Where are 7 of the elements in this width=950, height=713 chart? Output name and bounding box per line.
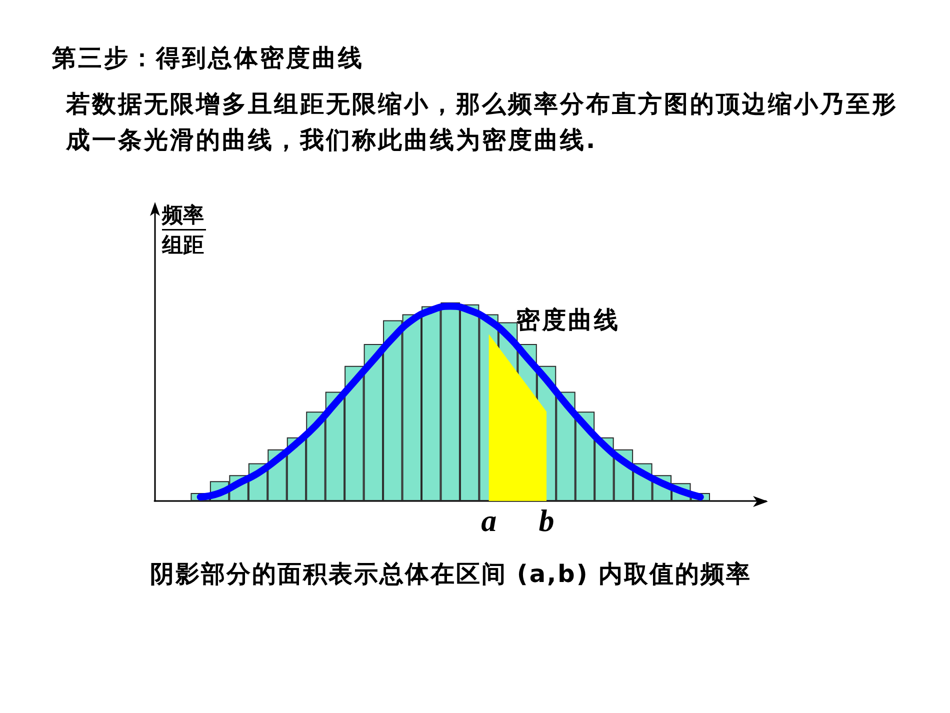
chart-title: 第三步：得到总体密度曲线 — [52, 43, 364, 74]
text: 阴影部分的面积表示总体在区间 (a,b) 内取值的频率 — [150, 559, 752, 590]
x-tick-label: a — [481, 503, 497, 538]
x-tick-label: b — [538, 503, 554, 538]
chart-subtitle: 若数据无限增多且组距无限缩小，那么频率分布直方图的顶边缩小乃至形成一条光滑的曲线，我们称此曲线为密度曲线. — [66, 89, 899, 156]
y-axis-title: 频率组距 — [162, 200, 206, 260]
annotation: 密度曲线 — [516, 305, 620, 336]
